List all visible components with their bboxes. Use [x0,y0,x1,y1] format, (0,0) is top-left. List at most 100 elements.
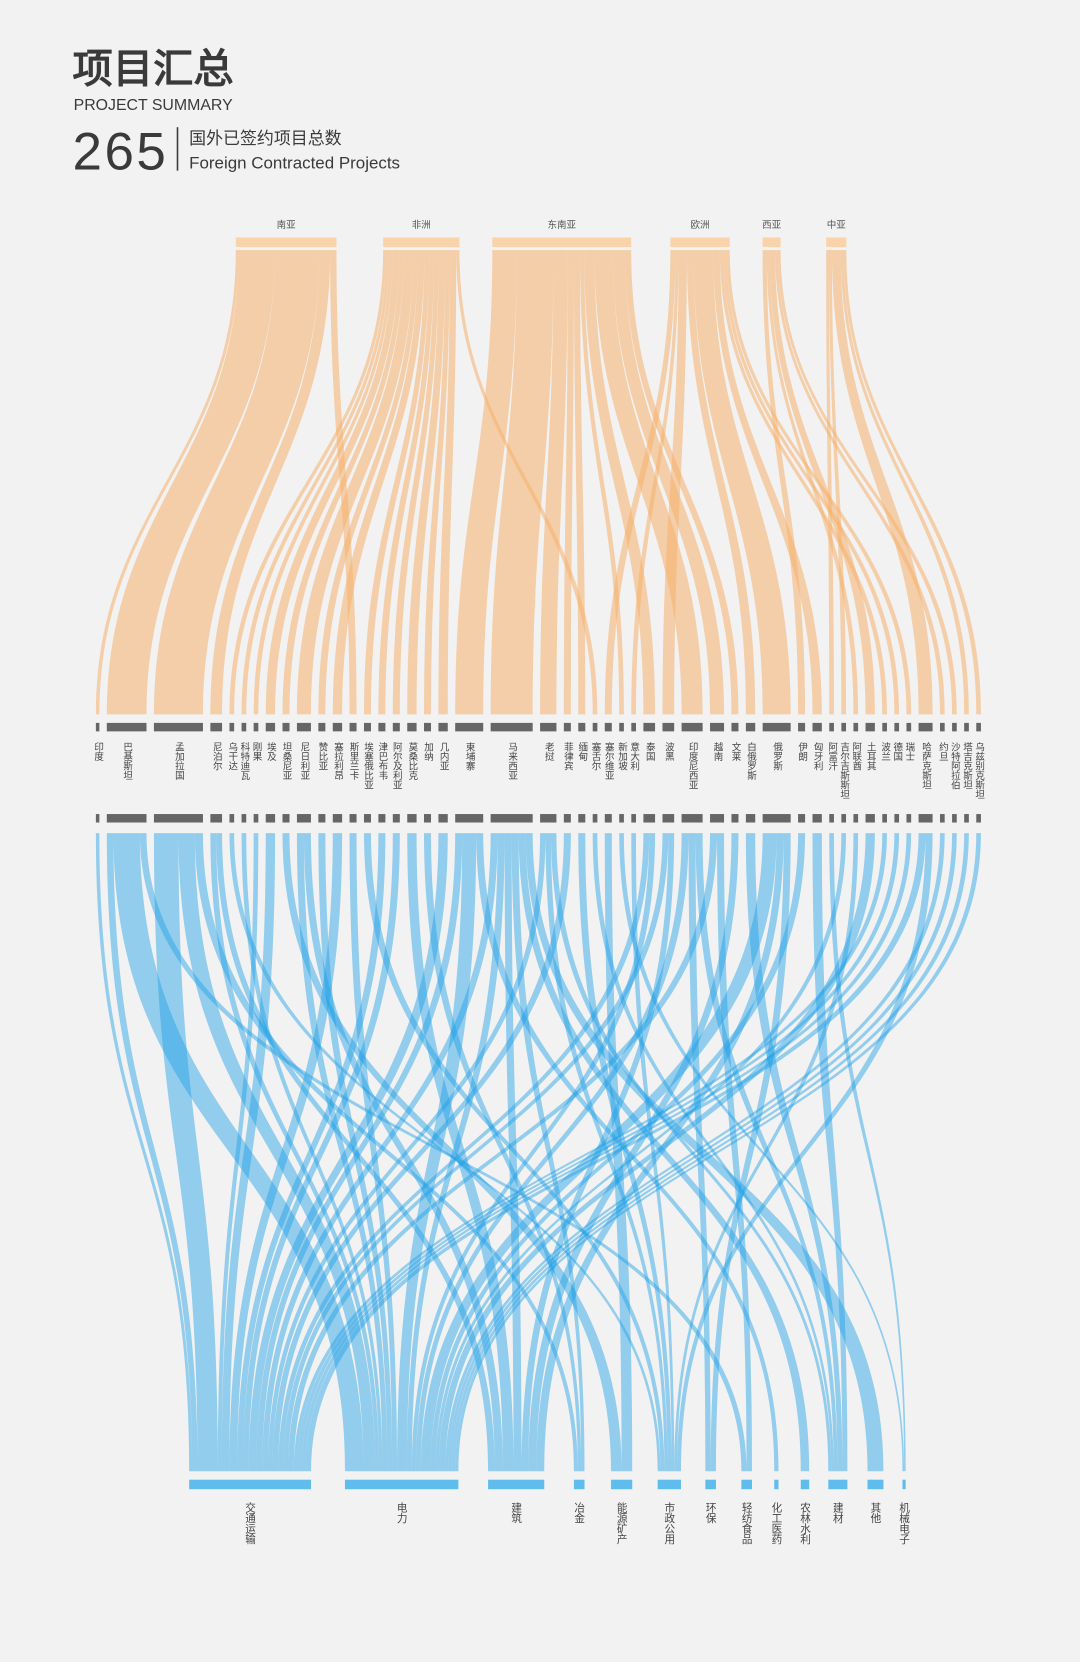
country-label: 尼泊尔 [211,742,223,771]
sector-label: 建材 [832,1501,844,1523]
flow [153,833,218,1472]
country-label: 乌干达 [226,741,238,770]
title: 项目汇总 [73,47,234,93]
flow [229,833,343,1472]
flow [229,250,387,715]
sector-label: 化工医药 [770,1501,782,1545]
country-label: 土耳其 [865,741,877,771]
country-bar [363,814,371,823]
flow [278,833,650,1472]
country-label: 印度 [92,741,104,762]
country-bar [906,814,912,823]
region-label: 非洲 [412,219,431,231]
region-label: 中亚 [827,219,847,231]
country-bar [841,814,847,823]
country-label: 约旦 [937,741,949,761]
country-bar [407,722,417,732]
country-label: 吉尔吉斯斯坦 [838,742,850,799]
country-label: 匈牙利 [812,741,824,770]
country-label: 巴基斯坦 [121,742,133,780]
country-label: 莫桑比克 [406,741,418,781]
country-bar [455,722,484,732]
country-label: 加纳 [422,742,434,762]
flow [631,250,679,715]
flow [775,250,945,715]
flow [282,833,622,1472]
region-label: 东南亚 [547,219,576,231]
flow [424,250,450,715]
flow [301,833,912,1472]
country-bar [363,722,371,732]
country-bar [106,722,147,732]
country-label: 柬埔寨 [464,742,476,771]
flow [378,250,435,715]
country-bar [681,722,703,732]
country-bar [578,814,586,823]
flow [221,833,276,1472]
flow [420,833,777,1472]
flow [272,833,571,1472]
country-bar [841,722,847,732]
country-bar [952,722,957,732]
country-bar [424,814,432,823]
country-bar [378,814,386,823]
country-label: 印度尼西亚 [687,741,699,789]
country-label: 泰国 [644,741,656,762]
country-label: 塔吉克斯坦 [961,741,973,789]
flow [318,833,393,1472]
country-label: 刚果 [250,742,262,762]
country-label: 阿富汗 [826,742,838,771]
flow [332,250,425,715]
flow [829,250,847,715]
region-label: 西亚 [762,220,782,231]
country-bar [407,814,417,823]
country-bar [798,814,806,823]
sector-label: 农林水利 [799,1501,811,1544]
flow [178,833,375,1472]
country-label: 赞比亚 [316,741,328,770]
flow [619,833,905,1472]
sector-label: 轻纺食品 [741,1501,753,1545]
flow [392,250,439,715]
region-flows [95,250,981,715]
country-label: 埃塞俄比亚 [362,741,374,789]
country-bar [829,722,834,732]
country-bar [318,814,326,823]
region-bar [492,237,632,247]
country-bar [455,814,484,823]
flow [438,250,457,715]
flow [438,833,875,1472]
country-label: 白俄罗斯 [745,741,757,781]
country-bar [392,722,400,732]
flow [528,833,739,1472]
flow [573,250,586,715]
country-bar [976,722,981,732]
flow [297,833,900,1472]
country-bar [762,814,791,823]
country-label: 意大利 [628,741,640,770]
region-bar [383,237,460,247]
region-bar [670,237,730,247]
flow [256,833,463,1472]
flow [662,250,687,715]
country-bar [592,722,598,732]
country-label: 科特迪瓦 [238,741,250,781]
flow [490,250,554,715]
country-label: 瑞士 [903,741,915,761]
flow [455,833,981,1472]
country-bar [349,722,357,732]
country-label: 俄罗斯 [771,741,783,771]
sector-label: 市政公用 [663,1501,675,1545]
sector-bar [611,1479,633,1490]
flow [476,833,779,1472]
flow [769,250,875,715]
sector-bar [774,1479,779,1490]
flow [305,833,926,1472]
flow [536,833,784,1472]
flow [287,833,718,1472]
flow [563,250,574,715]
flow [262,833,498,1472]
flow [762,250,806,715]
country-bar [939,722,945,732]
sector-bar [867,1479,884,1490]
